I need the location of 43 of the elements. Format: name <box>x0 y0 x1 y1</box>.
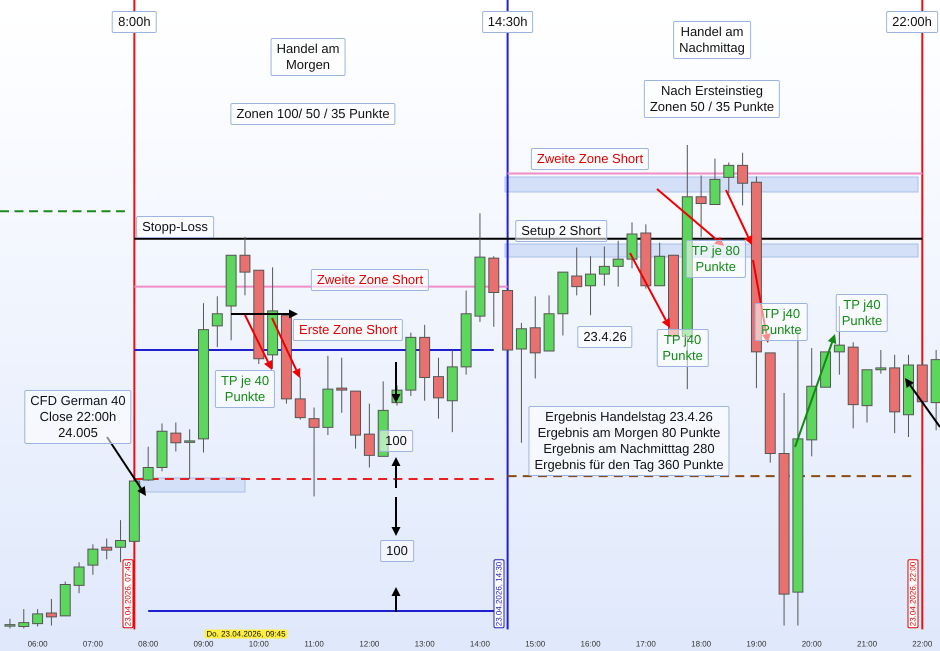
annotation: TP je 80 Punkte <box>686 240 746 278</box>
annotation: Zweite Zone Short <box>530 148 650 170</box>
annotation: Setup 2 Short <box>515 220 607 242</box>
x-tick-label: 20:00 <box>802 639 822 648</box>
annotation: TP j40 Punkte <box>755 303 808 342</box>
ref-line-label: 14:30h <box>482 11 534 33</box>
annotation: CFD German 40 Close 22:00h 24.005 <box>24 390 132 444</box>
ref-line-label: 8:00h <box>112 11 157 33</box>
ref-line-label: 22:00h <box>886 11 938 33</box>
annotation: Stopp-Loss <box>136 216 214 238</box>
x-tick-label: 13:00 <box>414 639 436 648</box>
annotation: 23.4.26 <box>577 326 633 348</box>
annotation: TP j40 Punkte <box>836 294 888 332</box>
x-tick-label: 10:00 <box>248 639 270 648</box>
annotation: Zweite Zone Short <box>310 269 430 291</box>
x-tick-label: 21:00 <box>856 639 878 648</box>
annotation: TP j40 Punkte <box>656 328 709 367</box>
annotation: TP je 40 Punkte <box>214 370 276 408</box>
x-tick-label: 16:00 <box>580 639 602 648</box>
x-tick-label: 07:00 <box>82 639 104 648</box>
annotation: Erste Zone Short <box>293 318 404 341</box>
x-tick-label: 14:00 <box>470 639 491 648</box>
annotation: 23.04.2026, 14:30 <box>494 560 504 628</box>
x-tick-label: 12:00 <box>359 639 380 648</box>
x-tick-label: 08:00 <box>138 639 159 648</box>
annotation: 100 <box>379 430 413 452</box>
text: Handel am Morgen <box>270 38 346 76</box>
text: Nach Ersteinstieg Zonen 50 / 35 Punkte <box>644 80 780 118</box>
annotation: 100 <box>380 540 414 562</box>
x-tick-label: 19:00 <box>746 639 767 648</box>
x-tick-label: 11:00 <box>304 639 324 648</box>
text: Zonen 100/ 50 / 35 Punkte <box>230 103 396 125</box>
x-tick-label: 09:00 <box>193 639 214 648</box>
annotation: 23.04.2026, 07:45 <box>122 560 134 628</box>
x-tick-label: 17:00 <box>636 639 656 648</box>
text: Handel am Nachmittag <box>673 21 751 59</box>
x-tick-label: 15:00 <box>525 639 546 648</box>
x-tick-label: 18:00 <box>691 639 712 648</box>
x-tick-label: 06:00 <box>28 639 48 648</box>
annotation: Ergebnis Handelstag 23.4.26 Ergebnis am Morgen 80 Punkte Ergebnis am Nachmitttag 280 Ergebnis für den Tag 360 Punkte <box>528 406 730 476</box>
x-tick-label: 22:00 <box>912 639 933 648</box>
annotation: 23.04.2026, 22:00 <box>908 560 918 628</box>
text: Do. 23.04.2026, 09:45 <box>204 630 288 638</box>
